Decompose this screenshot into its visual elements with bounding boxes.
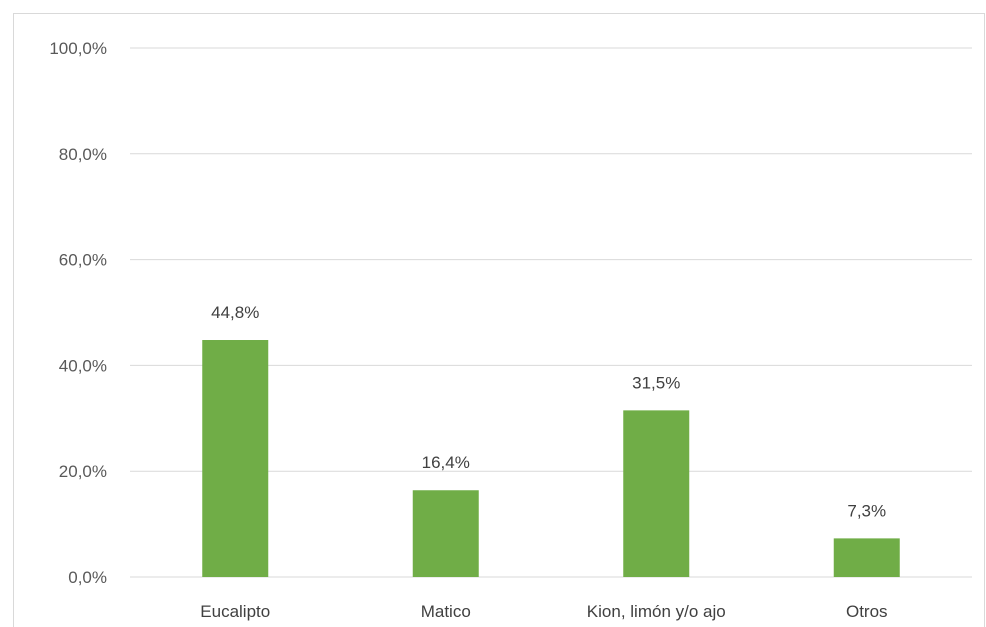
x-category-label: Eucalipto xyxy=(200,602,270,621)
data-label: 16,4% xyxy=(422,453,470,472)
y-tick-label: 0,0% xyxy=(68,568,107,587)
x-axis-category-labels: Eucalipto Matico Kion, limón y/o ajo Otros xyxy=(200,602,887,621)
y-tick-label: 60,0% xyxy=(59,251,107,270)
y-tick-label: 80,0% xyxy=(59,145,107,164)
bar-2 xyxy=(623,410,690,577)
chart-frame xyxy=(13,13,985,627)
x-category-label: Matico xyxy=(421,602,471,621)
y-tick-label: 20,0% xyxy=(59,462,107,481)
data-label: 7,3% xyxy=(847,501,886,520)
data-label: 44,8% xyxy=(211,303,259,322)
y-axis-tick-labels: 0,0% 20,0% 40,0% 60,0% 80,0% 100,0% xyxy=(49,39,107,587)
bar-1 xyxy=(412,490,479,577)
x-category-label: Kion, limón y/o ajo xyxy=(587,602,726,621)
y-tick-label: 100,0% xyxy=(49,39,107,58)
gridlines xyxy=(130,47,972,578)
data-label: 31,5% xyxy=(632,373,680,392)
data-labels: 44,8% 16,4% 31,5% 7,3% xyxy=(211,303,886,520)
bar-3 xyxy=(833,538,900,577)
y-tick-label: 40,0% xyxy=(59,356,107,375)
x-category-label: Otros xyxy=(846,602,888,621)
bars xyxy=(202,340,900,577)
bar-0 xyxy=(202,340,269,577)
